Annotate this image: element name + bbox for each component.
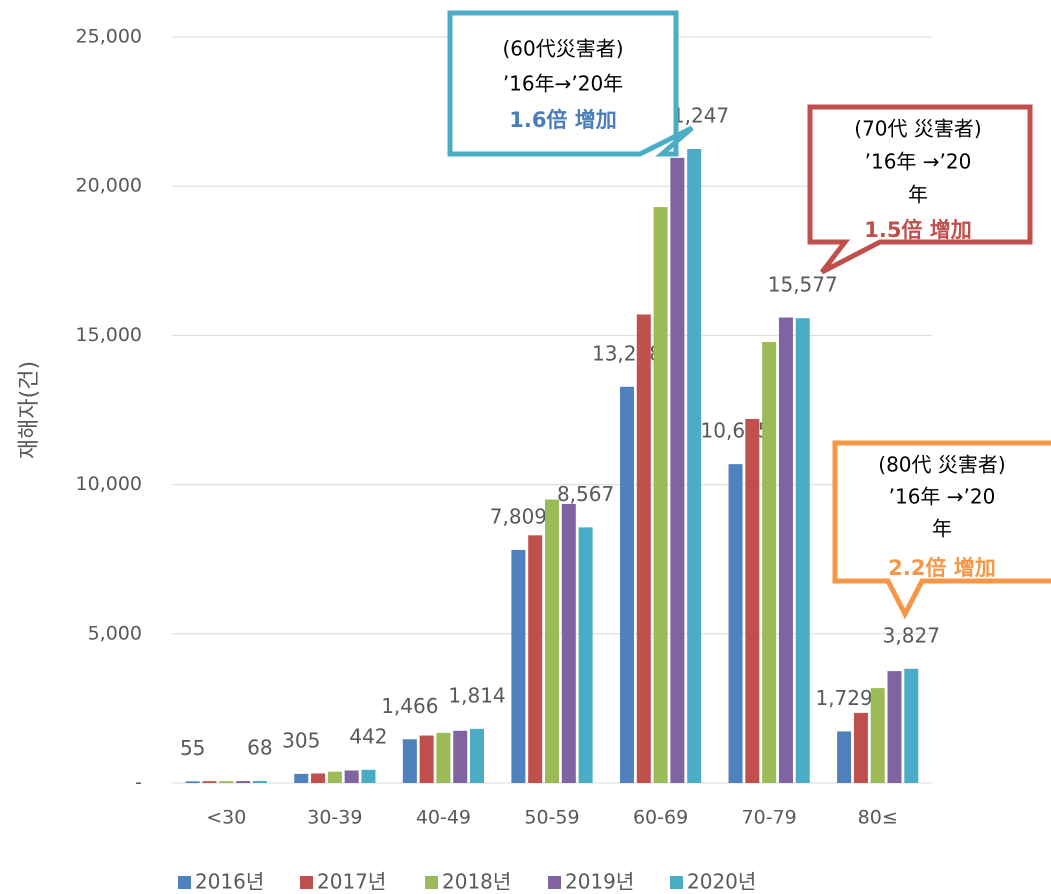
bar <box>887 671 902 783</box>
bar <box>528 535 543 783</box>
callout-box <box>832 440 1051 620</box>
callout-text: ’16年 →’20 <box>889 485 996 509</box>
callout-box <box>447 10 694 157</box>
bar <box>185 781 200 783</box>
callout-box <box>807 104 1033 275</box>
bar <box>578 527 593 783</box>
legend-swatch <box>548 876 561 889</box>
legend-label: 2017년 <box>317 870 386 894</box>
callout-text: 年 <box>908 183 928 207</box>
legend-swatch <box>300 876 313 889</box>
legend-swatch <box>425 876 438 889</box>
data-label: 305 <box>282 728 320 752</box>
callout-text: ’16年→’20年 <box>503 72 623 96</box>
legend-label: 2019년 <box>565 870 634 894</box>
bar <box>853 712 868 783</box>
bar <box>870 688 885 783</box>
bar <box>436 732 451 783</box>
x-tick-label: 50-59 <box>524 807 579 829</box>
data-label: 10,685 <box>701 419 771 443</box>
data-label: 1,814 <box>448 683 505 707</box>
x-tick-label: 70-79 <box>742 807 797 829</box>
bar <box>561 503 576 783</box>
y-tick-label: 5,000 <box>88 622 142 644</box>
bar <box>311 773 326 783</box>
bar <box>202 781 217 783</box>
data-label: 68 <box>247 735 272 759</box>
bar <box>453 730 468 783</box>
data-label: 8,567 <box>557 482 614 506</box>
bar <box>904 668 919 783</box>
legend-label: 2018년 <box>442 870 511 894</box>
bar <box>511 549 526 783</box>
bar <box>344 770 359 783</box>
x-tick-label: 60-69 <box>633 807 688 829</box>
bar <box>327 771 342 783</box>
x-tick-label: 30-39 <box>307 807 362 829</box>
callout-text: (60代災害者) <box>502 37 623 61</box>
bar <box>402 739 417 783</box>
bar <box>545 499 559 783</box>
data-label: 442 <box>349 724 387 748</box>
y-axis-label: 재해자(건) <box>17 361 42 459</box>
data-label: 1,729 <box>815 686 872 710</box>
callout-highlight: 1.5倍 增加 <box>864 218 972 242</box>
bar <box>728 464 743 783</box>
bar <box>252 780 267 783</box>
callout-text: 年 <box>932 517 952 541</box>
bar <box>778 317 793 783</box>
x-tick-label: 40-49 <box>416 807 471 829</box>
y-tick-label: 20,000 <box>76 175 142 197</box>
bar <box>419 735 434 783</box>
bar <box>236 781 251 783</box>
bar <box>762 341 777 783</box>
bar <box>653 207 668 783</box>
x-tick-label: <30 <box>206 807 246 829</box>
legend-swatch <box>670 876 683 889</box>
data-label: 55 <box>180 736 205 760</box>
y-tick-label: 25,000 <box>76 26 142 48</box>
legend-swatch <box>178 876 191 889</box>
callout-text: ’16年 →’20 <box>865 150 972 174</box>
legend-label: 2016년 <box>195 870 264 894</box>
bar <box>361 769 376 783</box>
bar <box>795 318 810 783</box>
y-tick-label: - <box>135 772 142 794</box>
bar <box>687 148 702 784</box>
data-label: 7,809 <box>490 504 547 528</box>
callout-text: (80代 災害者) <box>878 453 1005 477</box>
y-tick-label: 10,000 <box>76 473 142 495</box>
bar <box>294 773 309 783</box>
data-label: 15,577 <box>768 273 838 297</box>
y-tick-label: 15,000 <box>76 324 142 346</box>
legend-label: 2020년 <box>687 870 756 894</box>
callout-text: (70代 災害者) <box>854 117 981 141</box>
bar <box>470 728 485 783</box>
bar <box>219 781 234 783</box>
bar <box>837 731 852 783</box>
data-label: 1,466 <box>381 694 438 718</box>
callout-highlight: 2.2倍 增加 <box>888 556 996 580</box>
x-tick-label: 80≤ <box>858 807 898 829</box>
data-label: 3,827 <box>883 623 940 647</box>
bar <box>619 386 634 783</box>
data-label: 13,278 <box>592 341 662 365</box>
callout-highlight: 1.6倍 增加 <box>509 108 617 132</box>
bar <box>745 418 760 783</box>
bar <box>636 314 651 783</box>
bar <box>670 157 685 784</box>
